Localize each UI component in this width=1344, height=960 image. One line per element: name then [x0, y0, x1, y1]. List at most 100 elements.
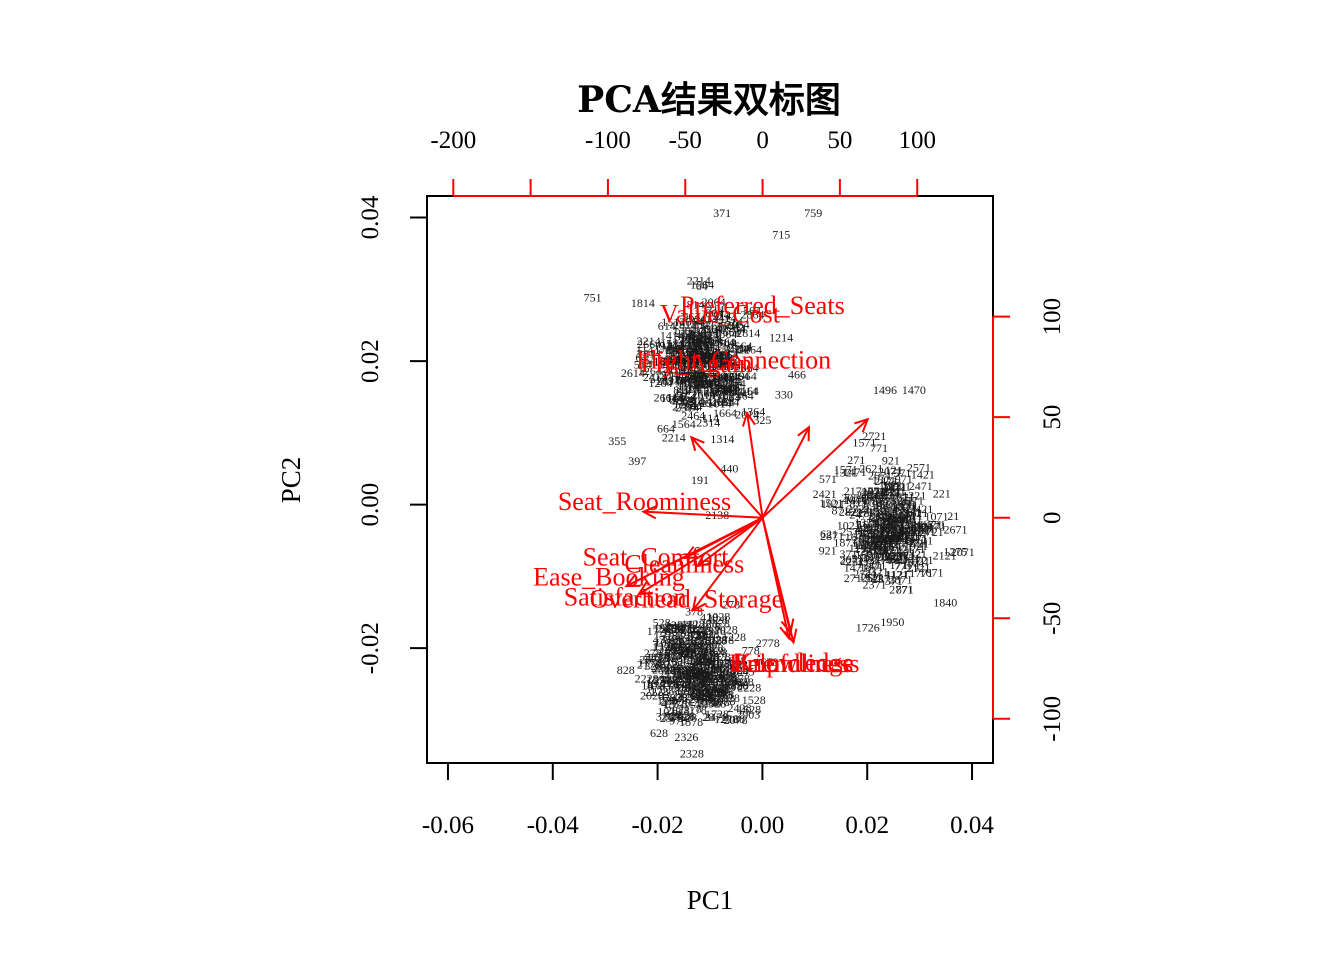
observation-point: 228 [659, 693, 677, 707]
observation-point: 378 [672, 644, 690, 658]
observation-point: 1928 [725, 663, 749, 677]
observation-point: 221 [933, 487, 951, 501]
observation-point: 571 [898, 546, 916, 560]
observation-point: 171 [903, 558, 921, 572]
observation-point: 2414 [723, 342, 747, 356]
observation-point: 1621 [883, 549, 907, 563]
observation-point: 1371 [898, 519, 922, 533]
observation-point: 1171 [882, 504, 906, 518]
observation-point: 1028 [703, 633, 727, 647]
observation-point: 1264 [638, 364, 662, 378]
observation-point: 1578 [646, 673, 670, 687]
observation-point: 1164 [664, 373, 688, 387]
observation-point: 128 [696, 668, 714, 682]
observation-point: 14 [686, 358, 698, 372]
observation-point: 2814 [736, 326, 760, 340]
observation-point: 164 [638, 353, 656, 367]
observation-point: 2628 [692, 655, 716, 669]
observation-point: 28 [702, 710, 714, 724]
observation-point: 2514 [700, 396, 724, 410]
observation-point: 2528 [716, 671, 740, 685]
observation-point: 771 [867, 484, 885, 498]
observation-point: 2371 [860, 544, 884, 558]
observation-point: 2128 [695, 627, 719, 641]
observation-point: 2828 [701, 669, 725, 683]
observation-point: 2078 [724, 713, 748, 727]
observation-point: 1771 [882, 536, 906, 550]
observation-point: 2578 [654, 673, 678, 687]
observation-point: 2121 [882, 485, 906, 499]
observation-point: 564 [679, 370, 697, 384]
observation-point: 1064 [686, 333, 710, 347]
observation-label: 2326 [674, 730, 698, 744]
observation-point: 1364 [673, 324, 697, 338]
observation-point: 2171 [844, 484, 868, 498]
observation-point: 2228 [635, 671, 659, 685]
observation-point: 2271 [840, 554, 864, 568]
observation-point: 21 [947, 509, 959, 523]
observation-point: 164 [667, 391, 685, 405]
observation-point: 2321 [878, 528, 902, 542]
observation-point: 464 [736, 388, 754, 402]
observation-point: 1314 [717, 374, 741, 388]
observation-point: 1078 [687, 670, 711, 684]
observation-point: 1728 [705, 707, 729, 721]
observation-point: 928 [690, 623, 708, 637]
observation-point: 1928 [677, 648, 701, 662]
observation-point: 1314 [679, 375, 703, 389]
observation-point: 1014 [708, 396, 732, 410]
observation-point: 1221 [868, 534, 892, 548]
observation-point: 164 [678, 374, 696, 388]
observation-label: 397 [628, 454, 646, 468]
observation-point: 2171 [862, 521, 886, 535]
observation-point: 2121 [933, 549, 957, 563]
observation-point: 2664 [637, 337, 661, 351]
observation-point: 964 [694, 377, 712, 391]
observation-point: 1571 [852, 436, 876, 450]
observation-point: 1328 [670, 634, 694, 648]
observation-point: 2764 [702, 377, 726, 391]
observation-point: 871 [896, 582, 914, 596]
observation-point: 978 [686, 674, 704, 688]
observation-point: 271 [883, 484, 901, 498]
observation-label: 355 [608, 434, 626, 448]
observation-point: 1364 [707, 350, 731, 364]
axis-layer: -0.06 -0.04 -0.02 0.00 0.02 0.04 -0.02 0.00 0.02… [357, 127, 1066, 839]
observation-point: 321 [899, 510, 917, 524]
observation-point: 64 [733, 322, 745, 336]
observation-point: 1078 [695, 695, 719, 709]
observation-point: 271 [847, 453, 865, 467]
right-tick-label: 0 [1039, 511, 1066, 524]
observation-point: 1214 [769, 331, 793, 345]
observation-point: 2821 [870, 536, 894, 550]
observation-point: 1121 [886, 567, 910, 581]
observation-point: 1371 [854, 516, 878, 530]
observation-point: 328 [644, 659, 662, 673]
observation-point: 2164 [702, 356, 726, 370]
observation-point: 214 [707, 302, 725, 316]
observation-point: 2814 [637, 347, 661, 361]
observation-point: 1478 [641, 679, 665, 693]
observation-point: 2528 [674, 659, 698, 673]
observation-point: 978 [715, 688, 733, 702]
observation-point: 221 [883, 528, 901, 542]
observation-point: 1128 [681, 617, 705, 631]
observation-point: 71 [855, 518, 867, 532]
observation-label: 1840 [933, 596, 957, 610]
observation-point: 914 [695, 377, 713, 391]
observation-point: 2321 [865, 565, 889, 579]
observation-point: 2271 [850, 505, 874, 519]
observation-point: 1514 [661, 315, 685, 329]
observation-point: 1328 [652, 640, 676, 654]
observation-point: 1878 [677, 669, 701, 683]
observation-point: 714 [663, 368, 681, 382]
observation-point: 571 [851, 551, 869, 565]
observation-point: 2021 [862, 485, 886, 499]
observation-point: 864 [689, 372, 707, 386]
observation-point: 178 [657, 694, 675, 708]
observation-point: 1728 [703, 686, 727, 700]
observation-point: 2071 [841, 491, 865, 505]
observation-point: 521 [877, 498, 895, 512]
observation-point: 864 [714, 369, 732, 383]
observation-point: 78 [670, 677, 682, 691]
